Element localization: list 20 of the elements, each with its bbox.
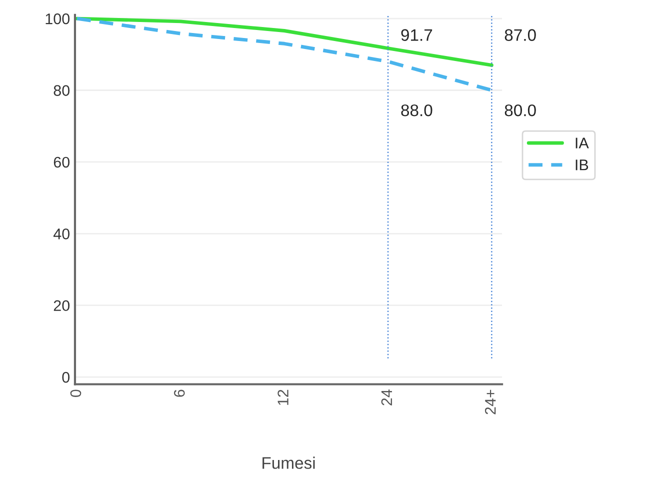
y-tick-label: 40 [53,228,70,240]
y-tick-label: 20 [54,300,70,312]
x-tick-label: 0 [70,390,82,397]
line-series [75,16,494,67]
y-tick-label: 60 [54,156,70,168]
x-tick-label: 6 [174,390,185,397]
x-tick-label: 12 [278,390,288,405]
data-label: 87.0 [504,29,536,41]
line-series [75,16,494,92]
x-tick-label: 24 [381,390,392,406]
data-label: 88.0 [401,104,432,116]
legend-label: IA [576,138,589,148]
data-label: 80.0 [504,104,536,116]
y-tick-label: 80 [54,85,70,96]
data-label: 91.7 [401,29,432,41]
legend-label: IB [576,160,588,170]
y-tick-label: 100 [46,13,70,24]
y-tick-label: 0 [62,372,70,383]
x-axis-title: Fumesi [262,456,315,469]
x-tick-label: 24+ [484,390,496,414]
